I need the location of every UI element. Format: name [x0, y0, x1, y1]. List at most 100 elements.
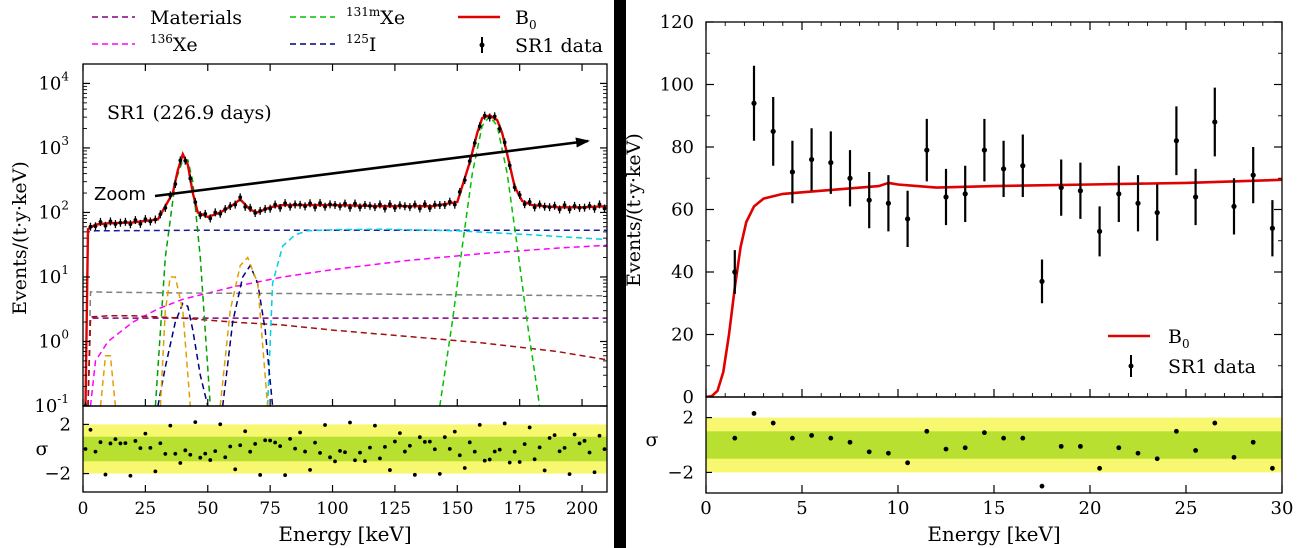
left-y-tick-label: 104 — [38, 69, 69, 94]
left-x-tick-label: 100 — [316, 499, 348, 519]
right-x-tick-label: 15 — [983, 498, 1006, 519]
component-curve-5 — [87, 315, 607, 406]
sr1-data-point — [348, 205, 352, 210]
sr1-data-point — [293, 202, 297, 207]
left-residual-point — [427, 439, 432, 444]
sr1-data-point — [223, 207, 228, 211]
sr1-data-point — [313, 205, 317, 210]
sr1-data-point — [602, 206, 607, 211]
right-residual-point — [1154, 456, 1160, 462]
left-residual-point — [353, 458, 357, 463]
sr1-data-point — [163, 205, 168, 210]
left-residual-point — [298, 430, 302, 435]
sr1-data-point — [432, 202, 437, 207]
left-residual-point — [338, 449, 342, 453]
left-residual-point — [348, 420, 352, 425]
sr1-data-point — [388, 202, 392, 207]
right-y-tick-label: 120 — [660, 12, 694, 33]
sr1-data-point — [353, 201, 357, 206]
sr1-data-point — [537, 202, 542, 207]
left-y-tick-label: 101 — [38, 263, 69, 288]
right-residual-point — [982, 430, 987, 436]
sr1-data-point — [477, 124, 482, 129]
left-residual-point — [582, 438, 587, 443]
right-legend: B0 SR1 data — [1108, 326, 1256, 378]
left-residual-plot: 2 −2 σ 0 25 50 75 100 125 150 175 200 Energy [keV… — [36, 64, 608, 546]
sr1-data-point — [457, 190, 462, 194]
sr1-data-point — [397, 203, 402, 208]
left-residual-point — [243, 429, 248, 434]
left-residual-point — [492, 449, 497, 454]
left-residual-point — [178, 461, 183, 465]
sr1-data-point — [193, 200, 198, 205]
component-curve-3 — [87, 291, 607, 406]
right-residual-point — [1212, 420, 1218, 426]
sr1-data-point — [462, 178, 467, 183]
right-residual-point — [886, 450, 891, 456]
left-residual-point — [108, 441, 113, 446]
left-residual-point — [442, 435, 447, 440]
left-residual-point — [203, 451, 208, 456]
sr1-data-point — [283, 201, 288, 205]
left-residual-point — [308, 467, 312, 472]
left-residual-point — [547, 436, 552, 440]
left-residual-point — [188, 452, 193, 457]
sr1-data-point — [133, 218, 138, 222]
left-residual-point — [378, 456, 382, 461]
sr1-data-point — [158, 212, 163, 217]
sr1-data-point — [373, 205, 377, 209]
sr1-data-point — [402, 204, 407, 209]
legend-label-sr1-data: SR1 data — [515, 35, 603, 57]
left-residual-point — [193, 420, 198, 425]
right-sr1-data-point — [981, 147, 988, 153]
left-residual-point — [497, 447, 502, 452]
left-residual-point — [393, 439, 397, 444]
left-residual-point — [462, 466, 467, 470]
right-x-ticks: 0 5 10 15 20 25 30 — [700, 22, 1293, 519]
sr1-data-point — [258, 208, 263, 213]
left-residual-point — [368, 445, 372, 450]
left-residual-point — [477, 422, 482, 427]
left-residual-tick-label: −2 — [44, 464, 71, 485]
sr1-data-point — [298, 202, 302, 207]
legend-entry-b0: B0 — [458, 7, 537, 32]
sr1-data-point — [333, 203, 337, 207]
left-residual-point — [467, 440, 472, 445]
right-legend-label-sr1-data: SR1 data — [1168, 356, 1256, 378]
right-sr1-data-point — [1039, 278, 1045, 284]
right-residual-plot: 2 −2 σ 0 5 10 15 20 25 30 Energy [keV] — [646, 22, 1293, 546]
sr1-data-point — [492, 114, 497, 119]
left-residual-point — [507, 460, 512, 465]
right-y-tick-label: 20 — [671, 325, 694, 346]
left-residual-point — [303, 449, 307, 454]
left-residual-point — [577, 441, 582, 446]
left-residual-point — [522, 442, 527, 447]
right-residual-point — [866, 449, 872, 455]
left-residual-y-label: σ — [36, 438, 49, 460]
sr1-data-point — [383, 206, 387, 211]
legend-label-xe131m: 131mXe — [346, 5, 405, 29]
right-x-tick-label: 25 — [1175, 498, 1198, 519]
sr1-data-point — [248, 205, 253, 210]
sr1-data-point — [592, 206, 597, 211]
left-x-tick-label: 150 — [441, 499, 473, 519]
legend-entry-materials: Materials — [92, 7, 242, 29]
left-residual-point — [527, 425, 532, 430]
right-residual-point — [1231, 454, 1237, 460]
left-y-ticks: 10-1 100 101 102 103 104 — [34, 69, 607, 417]
left-residual-point — [138, 446, 143, 451]
right-y-tick-label: 40 — [671, 262, 694, 283]
left-residual-point — [373, 423, 377, 428]
right-sr1-data-point — [828, 160, 834, 166]
left-residual-point — [198, 455, 203, 460]
sr1-data-point — [587, 203, 592, 208]
right-residual-point — [1058, 443, 1064, 449]
sr1-data-point — [557, 207, 562, 212]
right-y-tick-label: 0 — [683, 387, 694, 408]
left-residual-y-ticks: 2 −2 — [44, 414, 89, 485]
left-residual-point — [487, 457, 492, 462]
left-residual-point — [452, 429, 457, 434]
sr1-data-point — [328, 202, 332, 207]
sr1-data-point — [128, 222, 133, 227]
sr1-data-point — [278, 205, 283, 210]
